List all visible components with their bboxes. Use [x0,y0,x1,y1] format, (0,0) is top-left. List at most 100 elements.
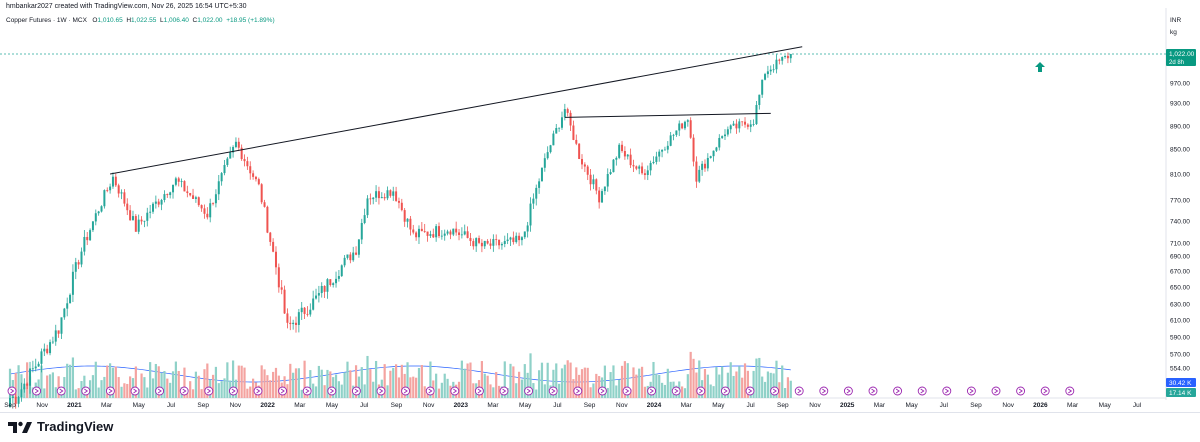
volume-bar [440,382,443,398]
event-icon[interactable] [56,386,66,396]
event-icon[interactable] [81,386,91,396]
up-arrow-icon [1035,62,1045,72]
candle-body [415,232,418,238]
event-icon[interactable] [966,386,976,396]
event-icon[interactable] [179,386,189,396]
x-tick-label: Sep [777,402,789,409]
event-icon[interactable] [1016,386,1026,396]
candle-body [114,176,117,186]
trendline[interactable] [564,112,771,118]
event-icon[interactable] [155,386,165,396]
event-icon[interactable] [524,386,534,396]
event-icon[interactable] [942,386,952,396]
candle-body [686,120,689,122]
volume-bar [68,364,72,398]
event-icon[interactable] [474,386,484,396]
event-icon[interactable] [868,386,878,396]
volume-bar [695,372,698,398]
event-icon-glyph [1068,388,1073,394]
candle-body [681,123,684,129]
candle-body [266,206,269,233]
event-icon[interactable] [720,386,730,396]
candle-body [778,59,781,61]
event-icon[interactable] [302,386,312,396]
volume-bar [566,360,569,398]
volume-bar [412,376,415,398]
volume-bar [183,367,186,398]
event-icon[interactable] [401,386,411,396]
volume-bar [497,385,501,398]
volume-bar [540,362,544,398]
event-icon[interactable] [1065,386,1075,396]
event-icon[interactable] [130,386,140,396]
event-icon[interactable] [450,386,460,396]
event-icon-glyph [34,388,39,394]
event-icon[interactable] [278,386,288,396]
candle-body [263,202,266,207]
volume-bar [578,374,581,398]
volume-bar [363,384,366,398]
event-icon[interactable] [696,386,706,396]
candle-body [492,239,495,246]
candle-body [177,178,180,182]
trendline[interactable] [110,46,803,175]
event-icon[interactable] [228,386,238,396]
event-icon[interactable] [351,386,361,396]
candle-body [601,191,604,203]
event-icon[interactable] [745,386,755,396]
volume-bar [592,383,595,398]
event-icon[interactable] [573,386,583,396]
volume-bar [177,370,180,398]
event-icon-glyph [723,388,728,394]
x-tick-label: 2025 [840,402,855,409]
event-icon[interactable] [917,386,927,396]
candle-body [337,276,340,279]
tradingview-logo[interactable]: TradingView [8,419,113,434]
event-icon-ring [966,386,976,396]
symbol-name[interactable]: Copper Futures · 1W · MCX [6,17,87,24]
event-icon[interactable] [204,386,214,396]
event-icon[interactable] [991,386,1001,396]
candle-body [66,303,69,309]
event-icon[interactable] [327,386,337,396]
event-icon[interactable] [1040,386,1050,396]
event-icon[interactable] [253,386,263,396]
x-tick-label: Nov [1002,402,1014,409]
candle-body [709,156,712,158]
event-icon[interactable] [376,386,386,396]
volume-bar [386,385,389,398]
candle-body [346,254,349,258]
event-icon-glyph [945,388,950,394]
event-icon-glyph [84,388,89,394]
event-icon[interactable] [105,386,115,396]
volume-bar [217,383,220,398]
event-icon[interactable] [622,386,632,396]
event-icon[interactable] [819,386,829,396]
event-icon[interactable] [770,386,780,396]
volume-bar [460,360,463,398]
event-icon[interactable] [32,386,42,396]
volume-bar [374,360,378,398]
event-icon[interactable] [843,386,853,396]
event-icon[interactable] [794,386,804,396]
event-icon[interactable] [893,386,903,396]
event-icon-ring [56,386,66,396]
x-tick-label: Sep [197,402,209,409]
volume-bar [640,366,644,398]
price-chart[interactable]: INR kg 970.00 930.00 890.00 850.00 810.00 770… [0,0,1200,412]
event-icon[interactable] [647,386,657,396]
event-icon-glyph [871,388,876,394]
event-icon[interactable] [7,386,17,396]
candle-body [206,213,209,218]
volume-bar [309,370,312,398]
candle-body [438,226,440,237]
volume-bar [595,373,598,398]
event-icon[interactable] [548,386,558,396]
event-icon[interactable] [499,386,509,396]
candle-body [43,348,46,352]
event-icon[interactable] [425,386,435,396]
candle-body [257,179,260,185]
event-icon[interactable] [671,386,681,396]
event-icon-ring [155,386,165,396]
event-icon[interactable] [597,386,607,396]
